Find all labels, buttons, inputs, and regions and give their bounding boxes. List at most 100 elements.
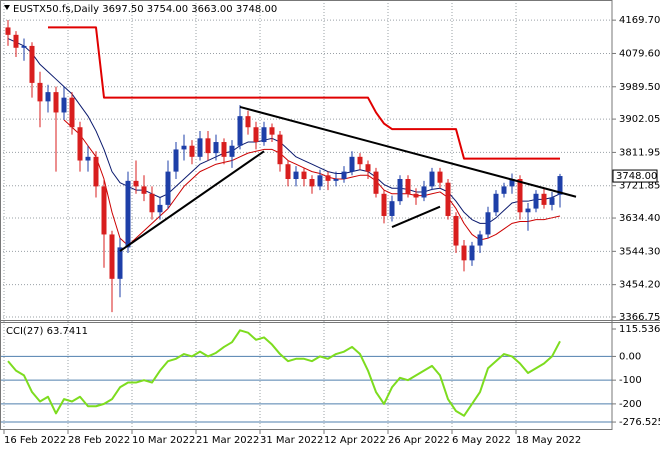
candle-body [461,245,467,261]
y-tick-label: 3721.85 [619,181,660,192]
candle-body [509,179,515,187]
y-tick-label: -100 [619,375,642,386]
y-tick-label: 3454.20 [619,280,660,291]
indicator-line [48,26,560,160]
candle-body [405,179,411,194]
x-tick-label: 31 Mar 2022 [260,435,323,446]
y-tick-label: 3811.95 [619,147,660,158]
x-tick-label: 10 Mar 2022 [132,435,195,446]
candle-body [245,116,251,128]
x-tick-label: 16 Feb 2022 [4,435,66,446]
candle-body [189,145,195,157]
trendline [239,105,577,198]
indicator-line [63,119,561,247]
candle-body [253,127,259,143]
candle-body [429,171,435,187]
candle-body [269,127,275,135]
candle-body [165,171,171,205]
candle-body [373,171,379,194]
candle-body [357,156,363,165]
candle-body [485,212,491,235]
frame [0,0,613,430]
x-tick-label: 18 May 2022 [516,435,581,446]
trendline [391,205,441,228]
axis-labels: 4169.70 4079.60 3989.50 3902.05 3811.95 3721.… [3,15,660,446]
candle-body [13,34,19,48]
candle-body [157,204,163,213]
candle-body [541,193,547,205]
y-tick-label: 3989.50 [619,82,660,93]
candle-body [61,97,67,113]
candle-body [525,208,531,213]
candle-body [445,182,451,216]
candle-body [141,186,147,194]
candle-body [309,179,315,187]
candle-body [453,215,459,246]
candle-body [173,149,179,172]
indicator-line [7,38,561,224]
indicator-title: CCI(27) 63.7411 [6,326,88,337]
y-tick-label: 115.536 [619,324,660,335]
candle-body [101,186,107,235]
candle-body [469,245,475,261]
y-tick-label: 3544.30 [619,246,660,257]
candle-body [341,171,347,180]
y-tick-label: -200 [619,399,642,410]
x-tick-label: 12 Apr 2022 [324,435,386,446]
candle-body [277,134,283,165]
candle-body [93,156,99,187]
candle-body [477,234,483,246]
x-tick-label: 6 May 2022 [452,435,511,446]
candle-body [29,45,35,83]
candle-body [549,197,555,205]
candle-body [301,171,307,180]
price-marker [612,169,658,183]
y-tick-label: 0.00 [619,351,641,362]
candle-body [125,180,131,248]
candle-body [413,193,419,198]
candle-body [53,92,59,113]
candle-body [317,175,323,187]
x-tick-label: 21 Mar 2022 [196,435,259,446]
candle-body [517,179,523,213]
candle-body [365,164,371,172]
y-tick-label: -276.5253 [619,417,660,428]
price-marker-label: 3748.00 [616,171,657,182]
candle-body [229,145,235,157]
candle-body [381,193,387,216]
menu-icon[interactable] [4,5,10,10]
candle-body [117,247,123,279]
candle-body [69,97,75,128]
candle-body [389,201,395,216]
candle-body [213,142,219,154]
trendline [119,150,265,252]
y-tick-label: 4169.70 [619,15,660,26]
y-tick-label: 3902.05 [619,114,660,125]
candle-body [197,138,203,157]
candle-body [237,116,243,146]
candle-body [133,180,139,187]
chart-title: EUSTX50.fs,Daily 3697.50 3754.00 3663.00… [13,4,277,15]
candle-body [437,171,443,183]
candle-body [205,138,211,154]
candle-body [293,171,299,180]
x-tick-label: 26 Apr 2022 [388,435,450,446]
candle-body [77,127,83,161]
candle-body [37,82,43,102]
candle-body [85,156,91,161]
candle-body [45,92,51,102]
candle-body [397,179,403,202]
candle-body [5,27,11,35]
x-tick-label: 28 Feb 2022 [68,435,130,446]
cci-line [7,329,561,417]
y-tick-label: 3366.75 [619,312,660,323]
candle-body [261,127,267,143]
price-panel [5,20,577,313]
candle-body [501,186,507,194]
candle-body [333,179,339,181]
candle-body [21,45,27,48]
cci-panel [0,329,612,423]
candle-body [221,142,227,157]
candle-body [349,156,355,172]
candle-body [533,193,539,209]
